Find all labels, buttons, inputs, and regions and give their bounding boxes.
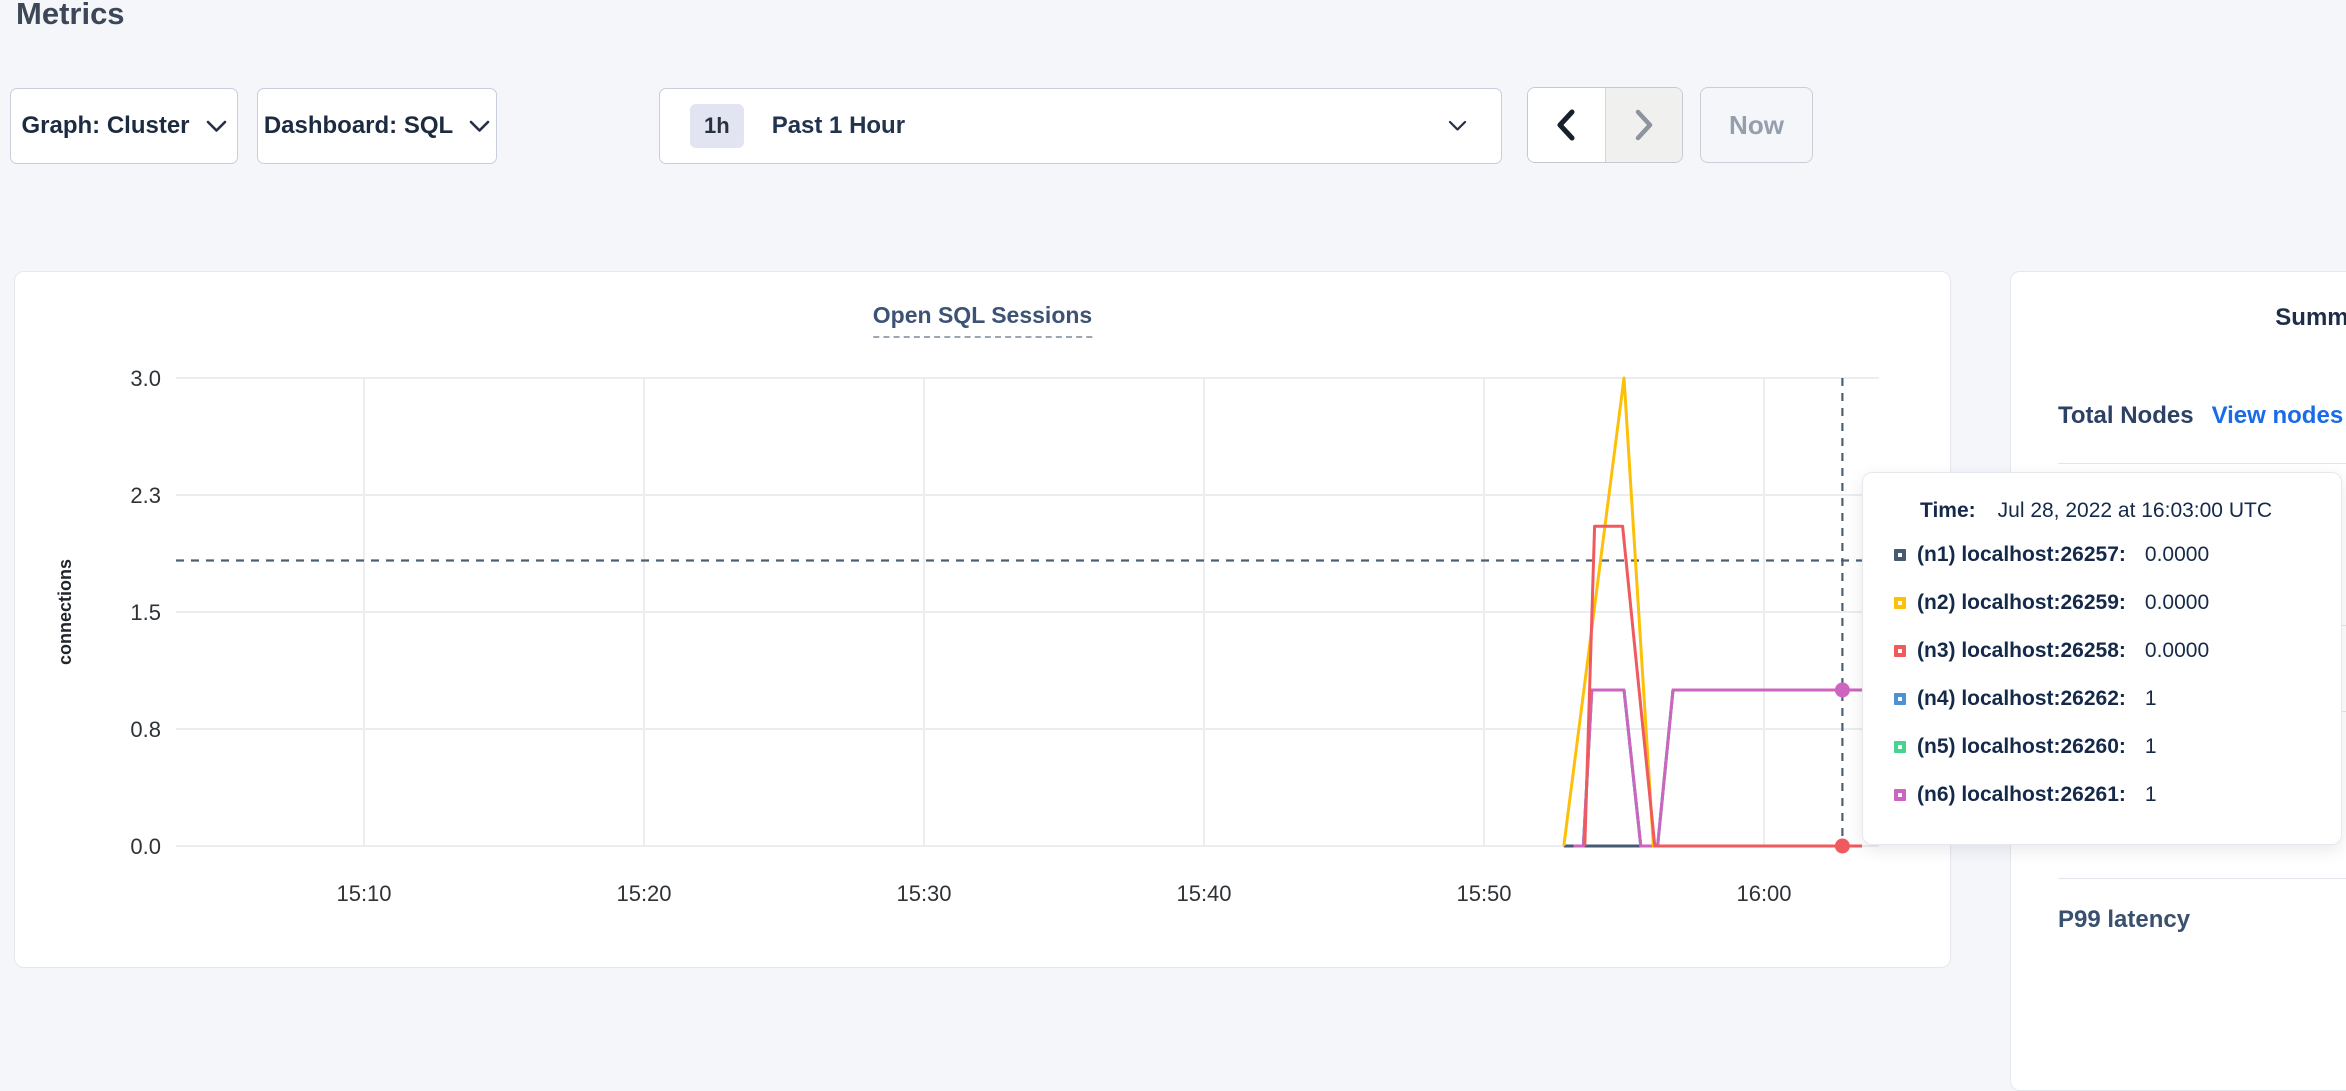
chart-tooltip: Time: Jul 28, 2022 at 16:03:00 UTC (n1) l… <box>1862 472 2342 845</box>
series-value: 0.0000 <box>2144 543 2210 566</box>
summary-title: Summary <box>2275 304 2346 331</box>
graph-dropdown[interactable]: Graph: Cluster <box>10 88 238 164</box>
view-nodes-link[interactable]: View nodes <box>2211 402 2344 429</box>
tooltip-series-row: (n4) localhost:26262: 1 <box>1863 675 2341 723</box>
series-value: 1 <box>2144 783 2157 806</box>
x-tick-label: 16:00 <box>1736 881 1791 906</box>
series-value: 1 <box>2144 735 2157 758</box>
cursor-dot-(n6) localhost:26261 <box>1834 682 1850 698</box>
tooltip-time-value: Jul 28, 2022 at 16:03:00 UTC <box>1997 499 2272 522</box>
series-value: 0.0000 <box>2144 639 2210 662</box>
y-tick-label: 1.5 <box>130 600 161 625</box>
time-range-selector[interactable]: 1h Past 1 Hour <box>659 88 1502 164</box>
dashboard-dropdown-label: Dashboard: SQL <box>263 112 454 139</box>
tooltip-series-row: (n6) localhost:26261: 1 <box>1863 771 2341 819</box>
y-tick-label: 2.3 <box>130 483 161 508</box>
tooltip-series-row: (n2) localhost:26259: 0.0000 <box>1863 579 2341 627</box>
y-axis-label: connections <box>55 559 75 665</box>
chevron-left-icon <box>1557 109 1575 141</box>
series-swatch-n2 <box>1894 597 1906 609</box>
series-swatch-n3 <box>1894 645 1906 657</box>
chevron-down-icon <box>206 120 226 132</box>
tooltip-series-row: (n1) localhost:26257: 0.0000 <box>1863 531 2341 579</box>
series-label: (n4) localhost:26262: <box>1917 687 2126 710</box>
open-sql-sessions-chart[interactable]: 3.0 2.3 1.5 0.8 0.0 15:10 15:20 15:30 15:40 15:50… <box>15 272 1952 969</box>
chart-title[interactable]: Open SQL Sessions <box>872 302 1093 338</box>
y-tick-label: 3.0 <box>130 366 161 391</box>
series-line-(n3) localhost:26258 <box>1583 524 1862 848</box>
x-tick-label: 15:50 <box>1456 881 1511 906</box>
x-tick-label: 15:40 <box>1176 881 1231 906</box>
series-swatch-n4 <box>1894 693 1906 705</box>
series-line-(n6) localhost:26261 <box>1573 688 1862 848</box>
time-range-label: Past 1 Hour <box>771 112 906 139</box>
total-nodes-label: Total Nodes <box>2058 402 2194 429</box>
series-value: 1 <box>2144 687 2157 710</box>
series-swatch-n6 <box>1894 789 1906 801</box>
p99-latency-label: P99 latency <box>2058 906 2191 933</box>
series-swatch-n1 <box>1894 549 1906 561</box>
time-range-badge: 1h <box>690 104 744 148</box>
page-title: Metrics <box>16 0 125 31</box>
series-label: (n1) localhost:26257: <box>1917 543 2126 566</box>
y-tick-label: 0.0 <box>130 834 161 859</box>
x-tick-label: 15:20 <box>616 881 671 906</box>
dashboard-dropdown[interactable]: Dashboard: SQL <box>257 88 497 164</box>
next-time-window-button[interactable] <box>1604 88 1682 162</box>
time-window-nav <box>1527 87 1683 163</box>
chevron-down-icon <box>1448 120 1467 131</box>
chart-card: Open SQL Sessions 3.0 2.3 1.5 0.8 0.0 15:10 15… <box>14 271 1951 968</box>
cursor-dot-(n3) localhost:26258 <box>1834 838 1850 854</box>
divider <box>2058 463 2346 464</box>
chevron-right-icon <box>1635 109 1652 141</box>
x-tick-label: 15:30 <box>896 881 951 906</box>
series-value: 0.0000 <box>2144 591 2210 614</box>
total-nodes-row: Total Nodes View nodes <box>2058 402 2346 430</box>
series-line-(n4) localhost:26262 <box>1573 688 1862 848</box>
series-label: (n5) localhost:26260: <box>1917 735 2126 758</box>
series-line-(n5) localhost:26260 <box>1573 688 1862 848</box>
graph-dropdown-label: Graph: Cluster <box>21 112 190 139</box>
tooltip-time-row: Time: Jul 28, 2022 at 16:03:00 UTC <box>1920 499 2341 523</box>
series-label: (n6) localhost:26261: <box>1917 783 2126 806</box>
chevron-down-icon <box>469 120 490 132</box>
series-label: (n3) localhost:26258: <box>1917 639 2126 662</box>
prev-time-window-button[interactable] <box>1528 88 1605 162</box>
x-tick-label: 15:10 <box>336 881 391 906</box>
tooltip-time-label: Time: <box>1920 499 1976 522</box>
series-swatch-n5 <box>1894 741 1906 753</box>
tooltip-series-row: (n5) localhost:26260: 1 <box>1863 723 2341 771</box>
series-label: (n2) localhost:26259: <box>1917 591 2126 614</box>
tooltip-series-row: (n3) localhost:26258: 0.0000 <box>1863 627 2341 675</box>
now-button[interactable]: Now <box>1700 87 1813 163</box>
divider <box>2058 878 2346 879</box>
y-tick-label: 0.8 <box>130 717 161 742</box>
